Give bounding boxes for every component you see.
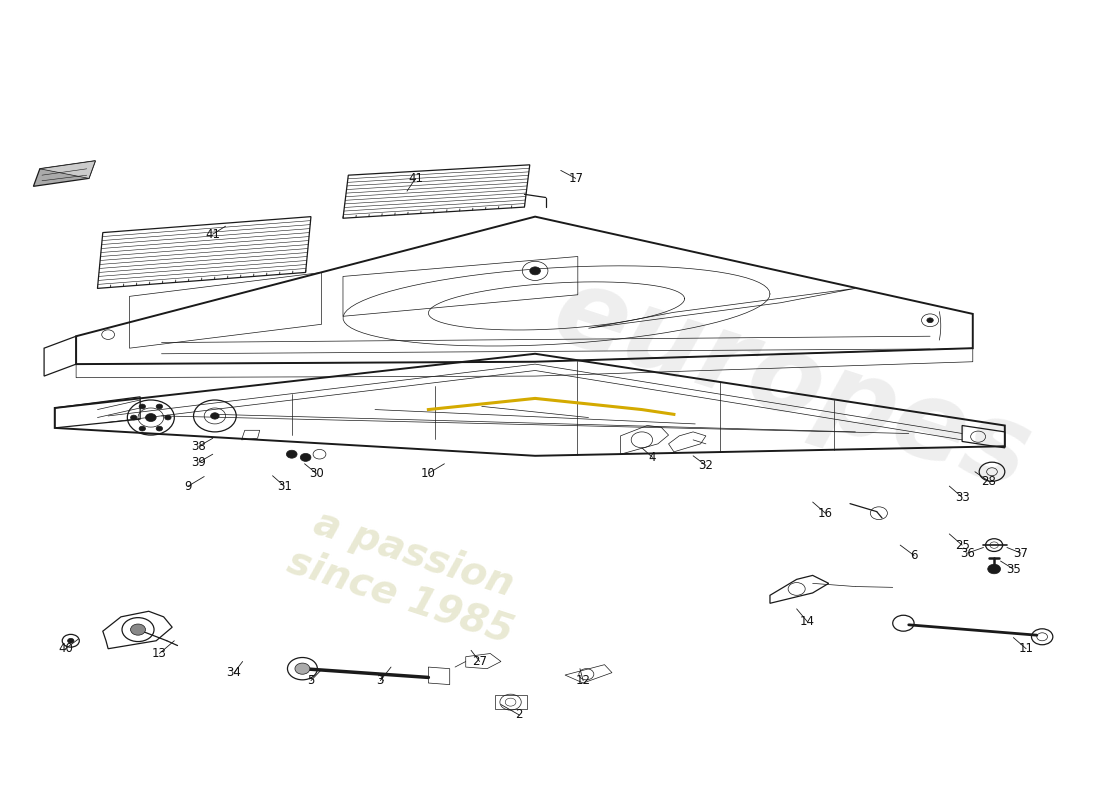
Polygon shape — [33, 161, 96, 186]
Polygon shape — [40, 161, 96, 178]
Text: 14: 14 — [800, 615, 815, 628]
Text: 41: 41 — [408, 172, 424, 185]
Text: 38: 38 — [191, 440, 206, 453]
Text: 33: 33 — [955, 490, 969, 504]
Text: 27: 27 — [472, 655, 487, 668]
Circle shape — [139, 426, 145, 431]
Circle shape — [300, 454, 311, 462]
Text: 17: 17 — [569, 172, 583, 185]
Text: 35: 35 — [1006, 562, 1021, 575]
Text: 34: 34 — [227, 666, 242, 679]
Circle shape — [131, 624, 145, 635]
Circle shape — [131, 415, 138, 420]
Text: 37: 37 — [1013, 546, 1028, 559]
Text: 3: 3 — [376, 674, 384, 687]
Text: 28: 28 — [981, 475, 997, 488]
Text: 10: 10 — [421, 467, 436, 480]
Text: a passion
since 1985: a passion since 1985 — [283, 500, 531, 650]
Circle shape — [988, 564, 1001, 574]
Circle shape — [210, 413, 219, 419]
Text: 4: 4 — [649, 451, 657, 464]
Circle shape — [156, 404, 163, 409]
Circle shape — [927, 318, 933, 322]
Circle shape — [165, 415, 172, 420]
Text: 31: 31 — [277, 479, 292, 493]
Text: 36: 36 — [960, 546, 975, 559]
Text: 40: 40 — [58, 642, 73, 655]
Text: 5: 5 — [307, 674, 315, 687]
Text: 6: 6 — [911, 549, 917, 562]
Text: 16: 16 — [818, 506, 833, 520]
Text: 12: 12 — [575, 674, 591, 687]
Circle shape — [67, 638, 74, 643]
Circle shape — [530, 267, 540, 275]
Text: 2: 2 — [516, 709, 522, 722]
Text: 11: 11 — [1019, 642, 1034, 655]
Circle shape — [156, 426, 163, 431]
Circle shape — [286, 450, 297, 458]
Circle shape — [139, 404, 145, 409]
Circle shape — [295, 663, 310, 674]
Text: 25: 25 — [955, 538, 969, 551]
Circle shape — [145, 414, 156, 422]
Text: 30: 30 — [309, 467, 323, 480]
Text: 39: 39 — [191, 456, 207, 469]
Text: 32: 32 — [698, 459, 714, 472]
Text: 9: 9 — [185, 479, 191, 493]
Text: 41: 41 — [206, 228, 220, 241]
Text: 13: 13 — [152, 647, 167, 660]
Text: europes: europes — [540, 258, 1043, 511]
